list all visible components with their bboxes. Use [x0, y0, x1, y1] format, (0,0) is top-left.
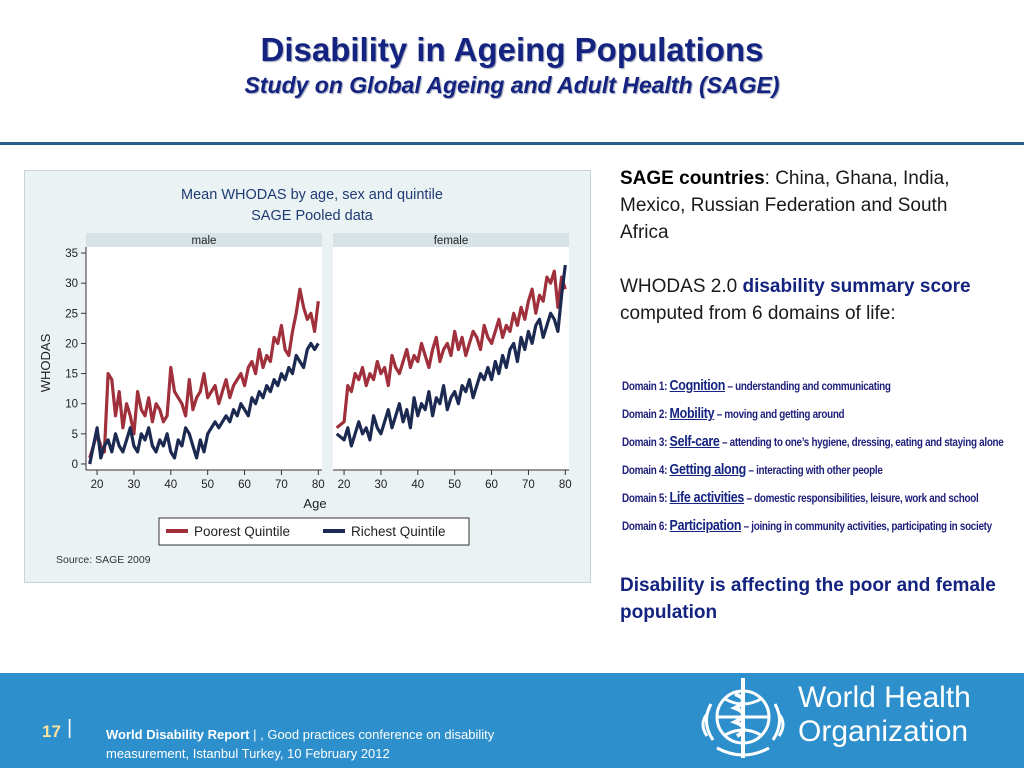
domain-desc: – joining in community activities, parti…	[741, 521, 993, 533]
domain-prefix: Domain 2:	[622, 409, 670, 421]
whodas-bold: disability summary score	[742, 276, 971, 297]
domain-row: Domain 4: Getting along – interacting wi…	[622, 456, 966, 484]
chart-title: Mean WHODAS by age, sex and quintile	[181, 187, 443, 203]
x-tick-label: 40	[164, 479, 177, 491]
domain-desc: – attending to one’s hygiene, dressing, …	[719, 437, 1004, 449]
facet-label-male: male	[192, 235, 217, 247]
footer-text: World Disability Report | , Good practic…	[106, 725, 546, 763]
domain-name: Life activities	[669, 490, 745, 506]
y-tick-label: 30	[65, 278, 78, 290]
report-separator: |	[249, 727, 261, 742]
page-number: 17	[42, 722, 61, 741]
slide-title: Disability in Ageing Populations	[260, 31, 764, 68]
domain-row: Domain 3: Self-care – attending to one’s…	[622, 428, 1004, 456]
domain-prefix: Domain 1:	[622, 381, 670, 393]
x-tick-label: 20	[91, 479, 104, 491]
slide-subtitle: Study on Global Ageing and Adult Health …	[244, 72, 780, 98]
x-tick-label: 60	[485, 479, 498, 491]
countries-paragraph: SAGE countries: China, Ghana, India, Mex…	[620, 165, 985, 246]
series-line-richest-female	[335, 264, 567, 448]
domain-prefix: Domain 6:	[622, 521, 670, 533]
y-tick-label: 25	[65, 308, 78, 320]
series-line-richest-male	[88, 341, 320, 465]
domain-row: Domain 5: Life activities – domestic res…	[622, 484, 979, 512]
x-tick-label: 40	[411, 479, 424, 491]
x-axis-label: Age	[303, 496, 326, 511]
y-tick-label: 0	[72, 459, 78, 471]
conclusion: Disability is affecting the poor and fem…	[620, 575, 996, 623]
whodas-paragraph: WHODAS 2.0 disability summary score comp…	[620, 273, 985, 327]
x-tick-label: 70	[522, 479, 535, 491]
domain-row: Domain 1: Cognition – understanding and …	[622, 372, 966, 400]
whodas-pre: WHODAS 2.0	[620, 276, 743, 297]
facet-strip	[86, 233, 322, 247]
y-tick-label: 20	[65, 338, 78, 350]
x-tick-label: 30	[375, 479, 388, 491]
domain-prefix: Domain 4:	[622, 465, 670, 477]
domain-name: Getting along	[669, 462, 747, 478]
x-tick-label: 60	[238, 479, 251, 491]
plot-area	[86, 247, 322, 470]
x-tick-label: 50	[201, 479, 214, 491]
domain-desc: – understanding and communicating	[725, 381, 891, 393]
series-line-poorest-male	[88, 287, 320, 459]
x-tick-label: 20	[338, 479, 351, 491]
x-tick-label: 70	[275, 479, 288, 491]
who-wordmark-line1: World Health	[798, 681, 971, 714]
who-emblem-icon	[701, 678, 785, 758]
domain-desc: – moving and getting around	[714, 409, 845, 421]
domain-name: Self-care	[669, 434, 720, 450]
domain-name: Cognition	[669, 378, 726, 394]
whodas-chart: Mean WHODAS by age, sex and quintile SAGE…	[38, 187, 572, 566]
chart-source: Source: SAGE 2009	[56, 554, 151, 566]
footer-band: 17 | World Disability Report | , Good pr…	[0, 673, 1024, 768]
who-wordmark: World Health Organization	[798, 681, 971, 749]
domain-prefix: Domain 5:	[622, 493, 670, 505]
x-tick-label: 80	[559, 479, 572, 491]
series-line-poorest-female	[335, 269, 567, 430]
domain-desc: – interacting with other people	[746, 465, 883, 477]
x-tick-label: 80	[312, 479, 325, 491]
y-tick-label: 15	[65, 369, 78, 381]
y-axis-label: WHODAS	[38, 333, 53, 392]
report-details: , Good practices conference on disabilit…	[106, 727, 495, 761]
domain-name: Mobility	[669, 406, 715, 422]
legend-box	[158, 517, 470, 546]
title-area: Disability in Ageing Populations Study o…	[0, 30, 1024, 100]
domain-prefix: Domain 3:	[622, 437, 670, 449]
domain-row: Domain 2: Mobility – moving and getting …	[622, 400, 966, 428]
legend-label: Richest Quintile	[351, 524, 446, 539]
chart-subtitle: SAGE Pooled data	[251, 208, 374, 224]
facet-label-female: female	[434, 235, 469, 247]
countries-label: SAGE countries	[620, 168, 765, 189]
y-tick-label: 10	[65, 399, 78, 411]
domain-row: Domain 6: Participation – joining in com…	[622, 512, 992, 540]
domain-list: Domain 1: Cognition – understanding and …	[622, 372, 1022, 540]
x-tick-label: 30	[128, 479, 141, 491]
whodas-post: computed from 6 domains of life:	[620, 303, 896, 324]
page-separator: |	[67, 717, 73, 739]
domain-name: Participation	[669, 518, 742, 534]
y-tick-label: 35	[65, 248, 78, 260]
info-text: SAGE countries: China, Ghana, India, Mex…	[620, 165, 985, 327]
y-tick-label: 5	[72, 429, 78, 441]
countries-text: : China, Ghana, India, Mexico, Russian F…	[620, 168, 950, 243]
x-tick-label: 50	[448, 479, 461, 491]
facet-strip	[333, 233, 569, 247]
header-rule	[0, 142, 1024, 145]
who-wordmark-line2: Organization	[798, 715, 969, 748]
legend-label: Poorest Quintile	[194, 524, 290, 539]
spacer	[620, 246, 985, 273]
chart-panel: Mean WHODAS by age, sex and quintile SAGE…	[24, 170, 591, 583]
domain-desc: – domestic responsibilities, leisure, wo…	[744, 493, 979, 505]
report-name: World Disability Report	[106, 727, 250, 742]
